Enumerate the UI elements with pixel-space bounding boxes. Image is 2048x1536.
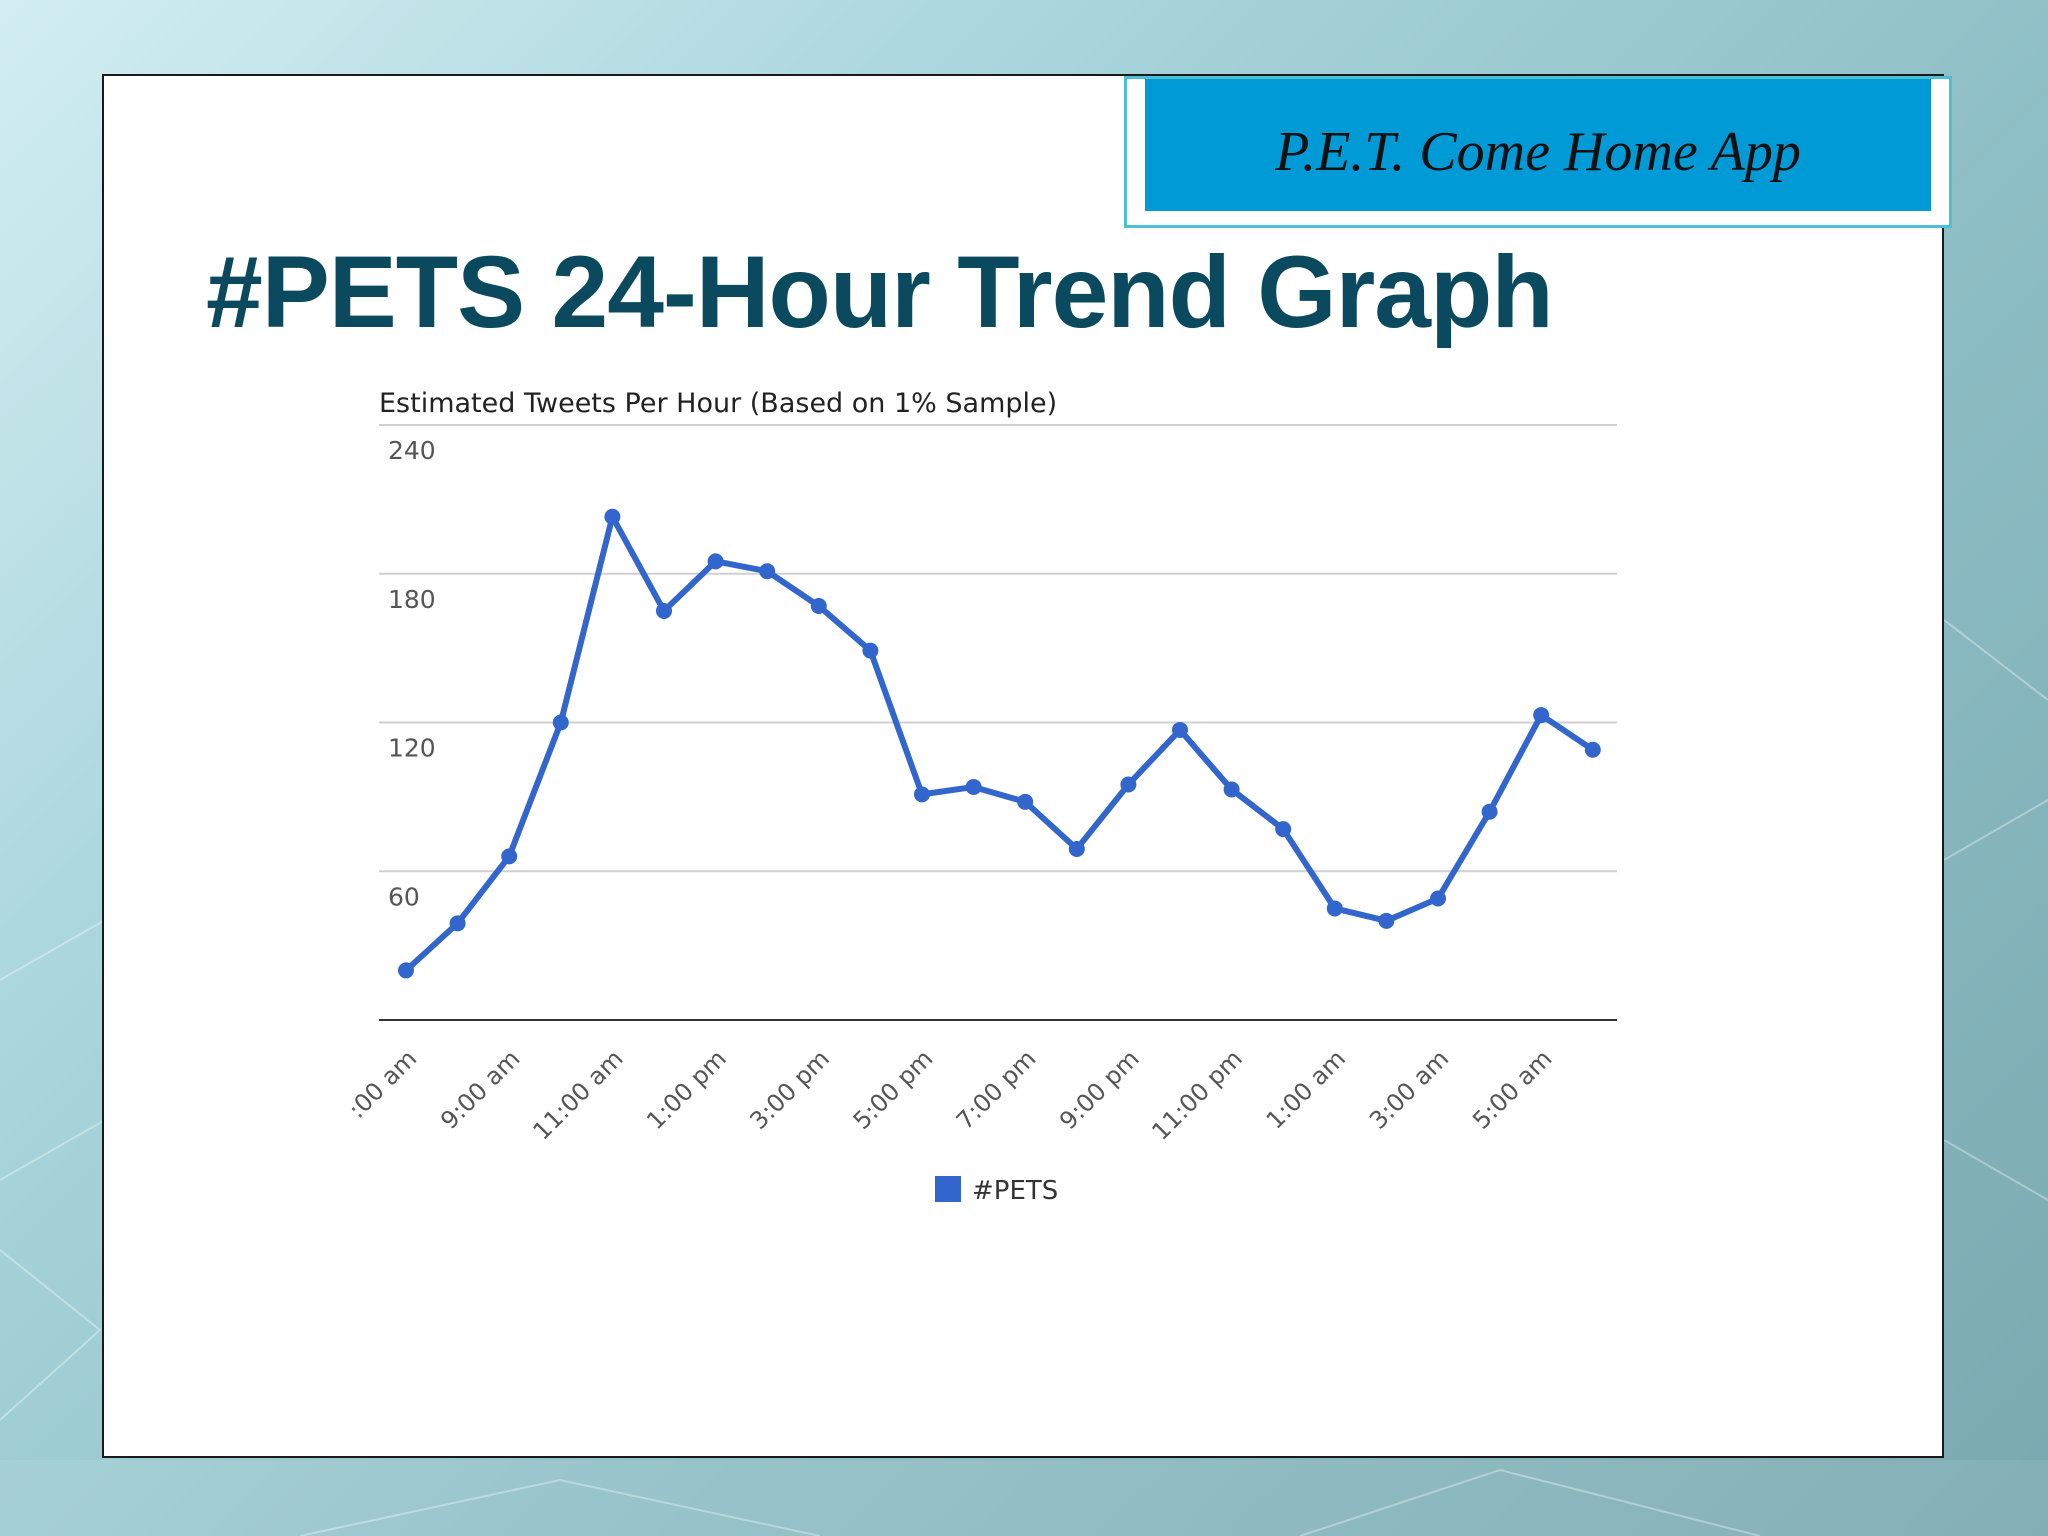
y-axis-ticks: 60 120 180 240 [388, 436, 436, 911]
y-tick-label: 240 [388, 436, 436, 465]
header-tab: P.E.T. Come Home App [1124, 76, 1952, 228]
data-point [759, 563, 776, 580]
legend-swatch [935, 1176, 961, 1202]
series-line [403, 513, 1596, 974]
x-tick-label: 1:00 pm [641, 1044, 732, 1135]
series-pets [398, 508, 1601, 979]
data-point [1533, 707, 1550, 724]
x-tick-label: 9:00 pm [1054, 1044, 1145, 1135]
x-tick-label: 5:00 am [1467, 1044, 1557, 1134]
y-tick-label: 180 [388, 585, 436, 614]
data-point [1430, 890, 1446, 907]
legend-label: #PETS [972, 1176, 1058, 1206]
x-tick-label: 5:00 pm [848, 1044, 939, 1135]
x-tick-label: 3:00 am [1364, 1044, 1454, 1134]
data-point [552, 714, 569, 731]
x-tick-label: 11:00 pm [1146, 1044, 1247, 1145]
data-point [1068, 840, 1085, 857]
y-tick-label: 120 [388, 734, 436, 763]
data-point [707, 553, 724, 570]
chart-legend: #PETS [935, 1176, 1058, 1206]
data-point [1275, 821, 1292, 838]
data-point [1481, 803, 1498, 820]
data-point [1584, 741, 1601, 758]
x-axis-ticks: :00 am 9:00 am 11:00 am 1:00 pm 3:00 pm 5:00 … [343, 1044, 1558, 1145]
data-point [1172, 721, 1188, 738]
chart-grid [379, 424, 1617, 1021]
data-point [862, 642, 879, 659]
data-point [914, 786, 930, 803]
data-point [449, 915, 466, 932]
x-tick-label: 3:00 pm [744, 1044, 835, 1135]
data-point [1326, 900, 1343, 917]
data-point [1223, 781, 1240, 798]
data-point [604, 508, 621, 525]
data-point [1120, 776, 1137, 793]
x-tick-label: :00 am [343, 1044, 422, 1123]
chart-title: Estimated Tweets Per Hour (Based on 1% S… [379, 388, 1057, 419]
data-point [656, 602, 672, 619]
app-name: P.E.T. Come Home App [1275, 121, 1801, 183]
trend-chart: Estimated Tweets Per Hour (Based on 1% S… [343, 388, 1617, 1206]
x-tick-label: 7:00 pm [951, 1044, 1042, 1135]
y-tick-label: 60 [388, 882, 420, 911]
data-point [810, 597, 827, 614]
data-point [1017, 793, 1034, 810]
header-band: P.E.T. Come Home App [1145, 79, 1931, 211]
x-tick-label: 11:00 am [528, 1044, 629, 1145]
x-tick-label: 9:00 am [435, 1044, 525, 1134]
slide-title: #PETS 24-Hour Trend Graph [206, 235, 1554, 349]
x-tick-label: 1:00 am [1261, 1044, 1351, 1134]
data-point [398, 962, 414, 979]
data-point [1378, 912, 1395, 929]
data-point [965, 778, 982, 795]
slide-panel: P.E.T. Come Home App #PETS 24-Hour Trend… [102, 74, 1952, 1458]
data-point [501, 848, 518, 865]
